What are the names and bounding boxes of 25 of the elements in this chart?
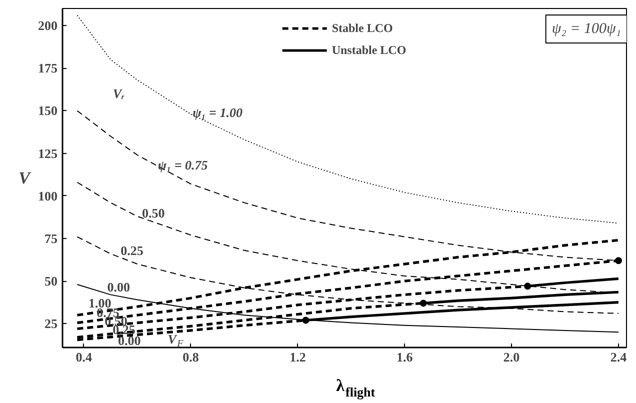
annotation: 0.50 (142, 205, 165, 220)
y-tick-label: 125 (38, 146, 58, 161)
legend-label: Unstable LCO (332, 42, 406, 58)
y-tick-label: 175 (38, 60, 58, 76)
x-tick-label: 1.2 (290, 350, 306, 364)
x-tick-label: 1.6 (396, 350, 414, 364)
x-tick-label: 2.4 (610, 350, 628, 364)
annotation: ψ₁ = 0.75 (158, 158, 208, 173)
legend-label: Stable LCO (332, 20, 393, 36)
y-tick-label: 200 (38, 18, 58, 34)
x-tick-label: 0.4 (76, 350, 93, 364)
y-tick-label: 50 (44, 274, 58, 289)
annotation: 0.00 (118, 333, 141, 348)
x-tick-label: 0.8 (182, 350, 200, 364)
annotation: 0.25 (120, 242, 144, 258)
y-tick-label: 100 (38, 188, 58, 204)
annotation: ψ₁ = 1.00 (192, 104, 243, 120)
x-tick-label: 2.0 (503, 350, 520, 364)
y-tick-label: 25 (44, 316, 58, 332)
y-tick-label: 150 (38, 103, 58, 118)
annotation: 0.00 (107, 280, 130, 295)
y-tick-label: 75 (44, 230, 58, 246)
y-axis-title: V (18, 168, 32, 188)
annotation: Vᵣ (112, 86, 125, 102)
annotation: ψ₂ = 100ψ₁ (552, 20, 621, 37)
